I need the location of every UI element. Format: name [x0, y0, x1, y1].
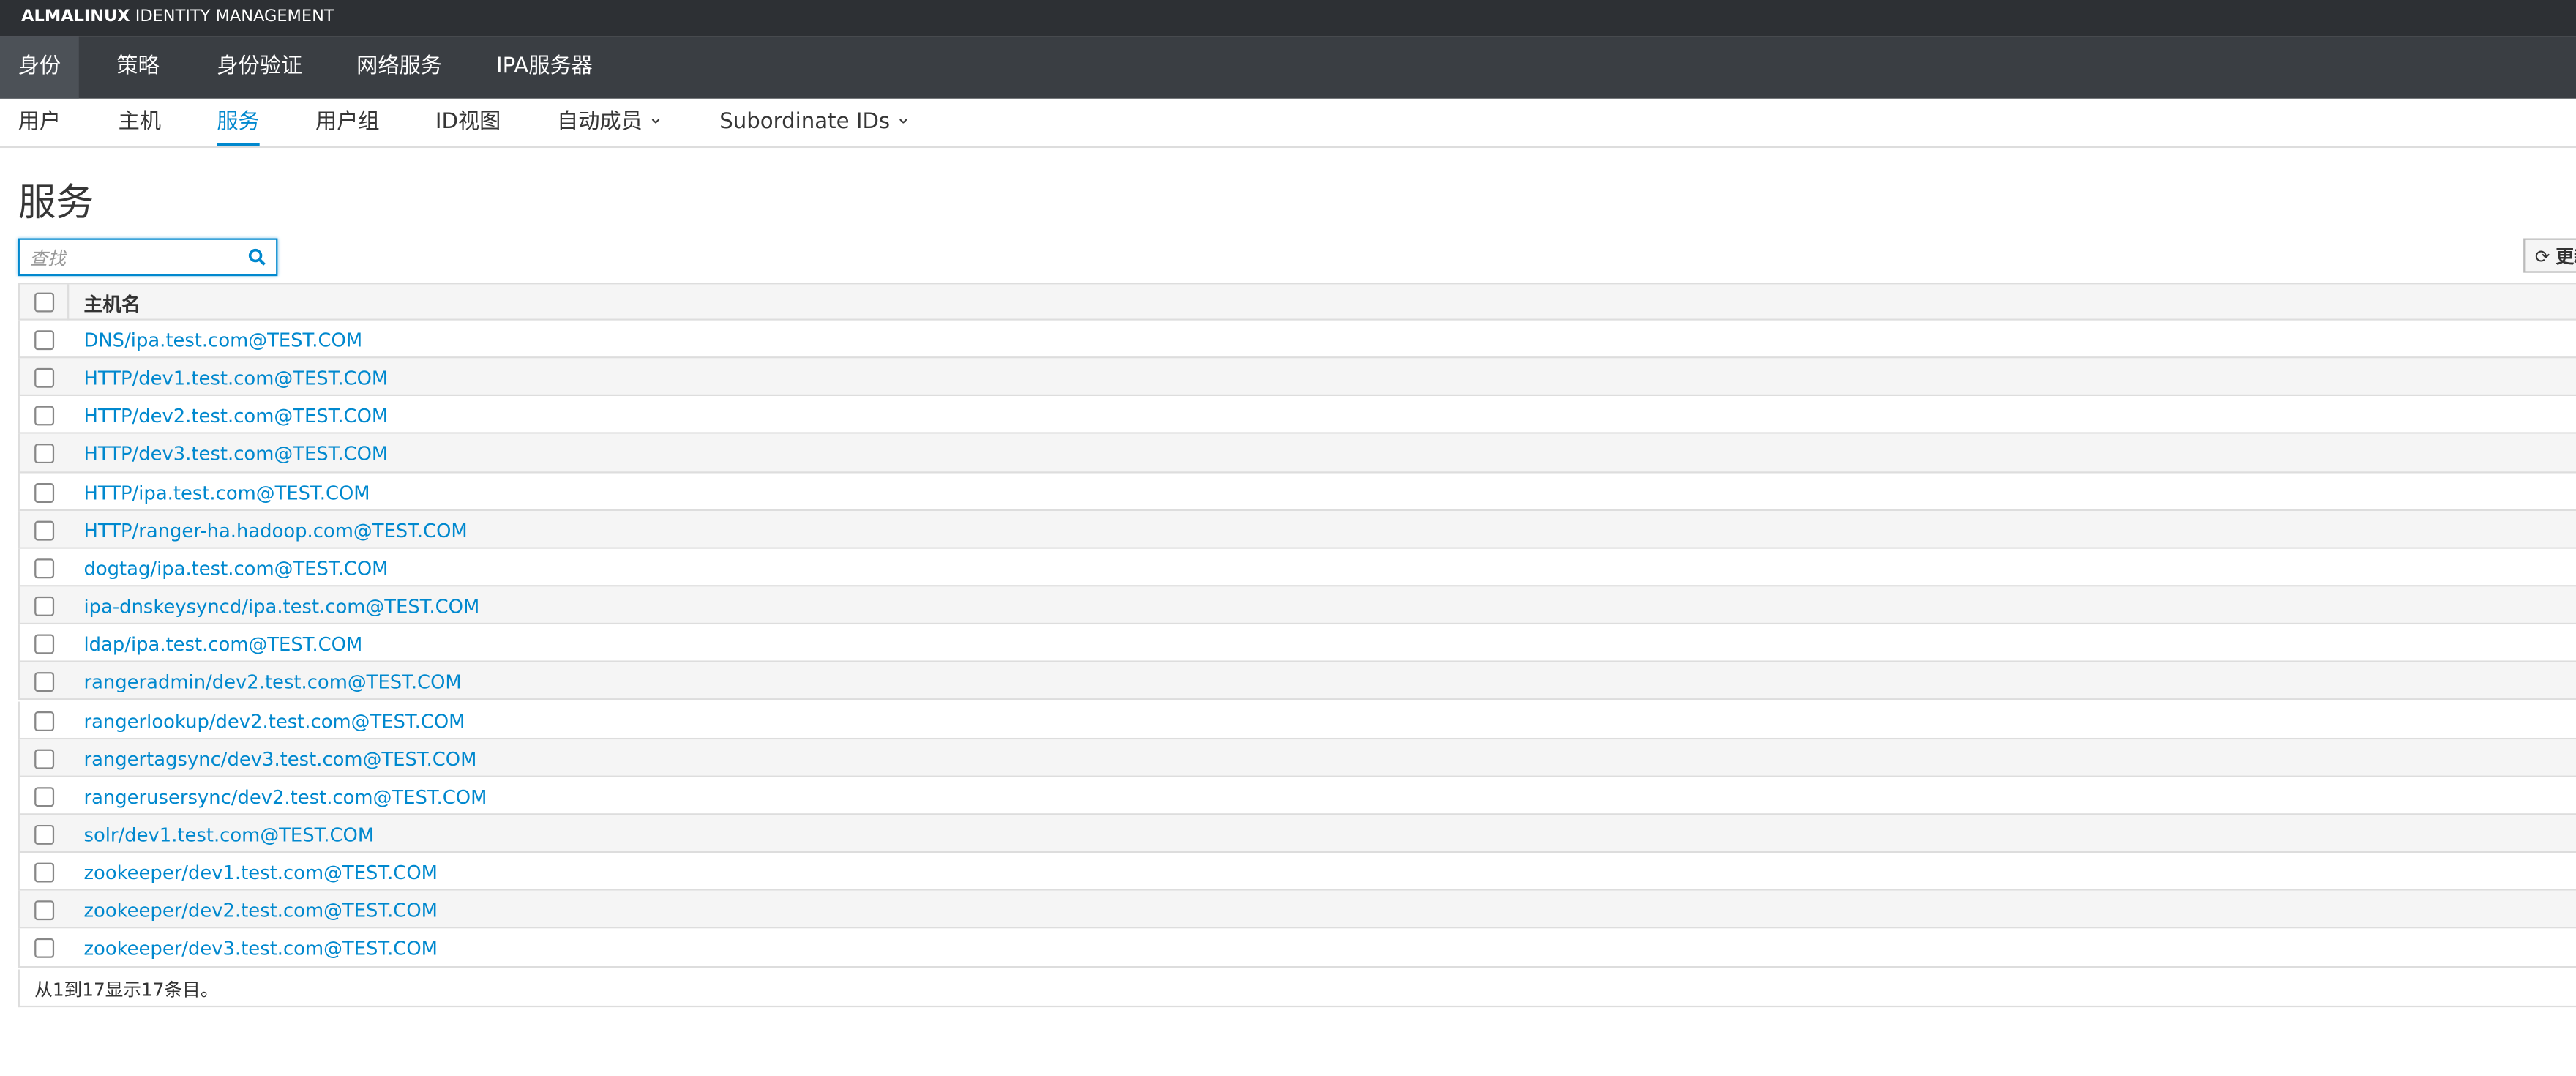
column-header[interactable]: 主机名 — [83, 292, 141, 316]
main-nav-item[interactable]: 身份 — [0, 36, 79, 99]
main-nav: 身份 策略 身份验证 网络服务 IPA服务器 — [0, 36, 2576, 99]
table-row: dogtag/ipa.test.com@TEST.COM — [18, 548, 2576, 587]
table-row: rangerlookup/dev2.test.com@TEST.COM — [18, 700, 2576, 739]
row-checkbox[interactable] — [34, 444, 55, 465]
table-row: rangerusersync/dev2.test.com@TEST.COM — [18, 777, 2576, 815]
page-title: 服务 — [18, 182, 94, 225]
service-link[interactable]: HTTP/dev1.test.com@TEST.COM — [83, 366, 389, 390]
pagination-info: 从1到17显示17条目。 — [34, 979, 219, 1001]
sub-nav-item[interactable]: 自动成员 ⌄ — [557, 106, 664, 135]
table-row: HTTP/dev1.test.com@TEST.COM — [18, 358, 2576, 397]
row-checkbox[interactable] — [34, 862, 55, 883]
service-link[interactable]: HTTP/ranger-ha.hadoop.com@TEST.COM — [83, 518, 468, 542]
service-link[interactable]: rangertagsync/dev3.test.com@TEST.COM — [83, 747, 477, 771]
row-checkbox[interactable] — [34, 634, 55, 654]
brand: ALMALINUX — [21, 8, 130, 26]
table-row: rangertagsync/dev3.test.com@TEST.COM — [18, 739, 2576, 777]
refresh-button[interactable]: ⟳ 更新 — [2523, 238, 2576, 273]
service-link[interactable]: zookeeper/dev3.test.com@TEST.COM — [83, 937, 438, 960]
service-link[interactable]: rangeradmin/dev2.test.com@TEST.COM — [83, 670, 462, 695]
table-row: HTTP/ipa.test.com@TEST.COM — [18, 472, 2576, 511]
table-row: DNS/ipa.test.com@TEST.COM — [18, 320, 2576, 359]
table-row: HTTP/dev3.test.com@TEST.COM — [18, 434, 2576, 473]
row-checkbox[interactable] — [34, 786, 55, 807]
sub-nav-item[interactable]: 主机 — [118, 110, 162, 135]
brand: IDENTITY MANAGEMENT — [135, 8, 334, 26]
service-link[interactable]: ipa-dnskeysyncd/ipa.test.com@TEST.COM — [83, 594, 480, 619]
service-link[interactable]: zookeeper/dev1.test.com@TEST.COM — [83, 861, 438, 884]
table-footer: 从1到17显示17条目。 — [18, 969, 2576, 1008]
row-checkbox[interactable] — [34, 900, 55, 921]
main-nav-item[interactable]: 网络服务 — [356, 54, 442, 79]
row-checkbox[interactable] — [34, 938, 55, 959]
sub-nav-item[interactable]: ID视图 — [435, 110, 501, 135]
row-checkbox[interactable] — [34, 330, 55, 351]
sub-nav-item[interactable]: 服务 — [217, 99, 260, 146]
table-header: 主机名 — [18, 283, 2576, 321]
brand-bar: ALMALINUX IDENTITY MANAGEMENT — [0, 0, 2576, 37]
search-placeholder: 查找 — [29, 247, 66, 270]
row-checkbox[interactable] — [34, 558, 55, 578]
search-box[interactable]: 查找 — [18, 238, 278, 277]
main-nav-item[interactable]: 策略 — [116, 54, 160, 79]
service-link[interactable]: HTTP/ipa.test.com@TEST.COM — [83, 480, 370, 504]
row-checkbox[interactable] — [34, 406, 55, 427]
service-link[interactable]: HTTP/dev2.test.com@TEST.COM — [83, 404, 389, 428]
main-nav-item[interactable]: 身份验证 — [217, 54, 303, 79]
service-link[interactable]: zookeeper/dev2.test.com@TEST.COM — [83, 899, 438, 922]
search-icon[interactable] — [248, 248, 266, 266]
row-checkbox[interactable] — [34, 748, 55, 769]
service-link[interactable]: HTTP/dev3.test.com@TEST.COM — [83, 442, 389, 466]
row-checkbox[interactable] — [34, 482, 55, 503]
table-row: rangeradmin/dev2.test.com@TEST.COM — [18, 662, 2576, 701]
main-nav-item[interactable]: IPA服务器 — [495, 54, 593, 79]
service-link[interactable]: DNS/ipa.test.com@TEST.COM — [83, 328, 363, 352]
table-row: HTTP/dev2.test.com@TEST.COM — [18, 396, 2576, 435]
table-row: solr/dev1.test.com@TEST.COM — [18, 815, 2576, 853]
table-row: HTTP/ranger-ha.hadoop.com@TEST.COM — [18, 510, 2576, 549]
row-checkbox[interactable] — [34, 597, 55, 616]
sub-nav-item[interactable]: 用户 — [18, 110, 61, 135]
row-checkbox[interactable] — [34, 824, 55, 845]
table-row: ipa-dnskeysyncd/ipa.test.com@TEST.COM — [18, 586, 2576, 625]
caret: ⌄ — [642, 106, 664, 129]
service-link[interactable]: rangerlookup/dev2.test.com@TEST.COM — [83, 709, 465, 733]
table-row: zookeeper/dev1.test.com@TEST.COM — [18, 853, 2576, 892]
row-checkbox[interactable] — [34, 672, 55, 692]
sub-nav-item[interactable]: Subordinate IDs ⌄ — [719, 106, 911, 135]
row-checkbox[interactable] — [34, 710, 55, 731]
row-checkbox[interactable] — [34, 368, 55, 389]
service-link[interactable]: solr/dev1.test.com@TEST.COM — [83, 823, 375, 846]
table-row: zookeeper/dev3.test.com@TEST.COM — [18, 929, 2576, 968]
row-checkbox[interactable] — [34, 520, 55, 541]
service-link[interactable]: dogtag/ipa.test.com@TEST.COM — [83, 556, 389, 580]
service-link[interactable]: ldap/ipa.test.com@TEST.COM — [83, 632, 363, 657]
table-row: ldap/ipa.test.com@TEST.COM — [18, 624, 2576, 663]
table-row: zookeeper/dev2.test.com@TEST.COM — [18, 891, 2576, 930]
sub-nav: 用户 主机 服务 用户组 ID视图 自动成员 ⌄ Subordinate IDs ⌄ — [0, 99, 2576, 149]
caret: ⌄ — [890, 106, 911, 129]
column-divider — [67, 284, 70, 321]
select-all-checkbox[interactable] — [34, 292, 55, 313]
refresh-label: 更新 — [2556, 246, 2576, 268]
service-link[interactable]: rangerusersync/dev2.test.com@TEST.COM — [83, 785, 487, 809]
sub-nav-item[interactable]: 用户组 — [315, 110, 380, 135]
